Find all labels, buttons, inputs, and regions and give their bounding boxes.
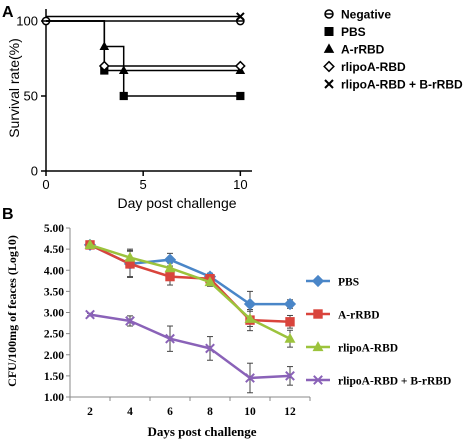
- panel-a-x-tick-label: 0: [42, 177, 49, 192]
- panel-b-x-tick-label: 10: [244, 406, 256, 418]
- panel-b-y-tick-label: 1.00: [44, 392, 64, 404]
- panel-b-legend-marker-rlipoa-rbd-b-rrbd: [313, 375, 323, 385]
- panel-b-point-rlipoa-rbd-b-rrbd: [245, 373, 255, 383]
- panel-b-x-tick-label: 4: [127, 406, 133, 418]
- panel-b-point-rlipoa-rbd: [244, 312, 256, 323]
- panel-b-legend-marker-rlipoa-rbd: [312, 341, 324, 352]
- panel-b-point-rlipoa-rbd: [204, 276, 216, 287]
- panel-b-point-a-rrbd: [285, 317, 295, 327]
- panel-b-axes: 1.00 1.50 2.00 2.50 3.00 3.50 4.00 4.50 5.00 2 4 6 8…: [44, 223, 311, 418]
- panel-a-series-line-rlipoa-rbd: [46, 20, 241, 67]
- panel-a-point-pbs: [236, 91, 245, 101]
- panel-b-point-rlipoa-rbd: [84, 239, 96, 249]
- panel-b-series-line-rlipoa-rbd-b-rrbd: [89, 313, 291, 380]
- panel-a-point-rlipoa-rbd: [234, 60, 246, 72]
- panel-a-label: A: [2, 4, 14, 21]
- panel-a-x-axis-label: Day post challenge: [117, 195, 236, 211]
- panel-a-plot-area: [41, 12, 246, 101]
- panel-a-survival-chart: A Survival rate(%) Day post challenge 0 5…: [2, 4, 463, 211]
- panel-b-y-tick-label: 3.00: [44, 308, 64, 320]
- panel-a-legend-label-rlipoa-rbd: rlipoA-RBD: [341, 60, 406, 74]
- panel-a-legend-marker-a-rrbd: [323, 43, 335, 53]
- panel-a-series-line-a-rrbd: [46, 20, 241, 72]
- panel-b-y-tick-label: 2.50: [44, 329, 64, 341]
- panel-a-legend-label-pbs: PBS: [341, 25, 366, 39]
- panel-b-y-tick-label: 4.50: [44, 244, 64, 256]
- panel-a-legend-marker-rlipoa-rbd: [323, 60, 335, 73]
- panel-a-point-pbs: [119, 91, 128, 101]
- panel-b-x-tick-label: 6: [167, 406, 173, 418]
- panel-a-legend-marker-pbs: [324, 27, 334, 36]
- panel-b-label: B: [2, 206, 14, 223]
- panel-b-point-pbs: [243, 297, 257, 311]
- panel-b-legend-marker-a-rrbd: [313, 309, 323, 319]
- panel-a-legend-marker-rlipoa-rbd-b-rrbd: [324, 79, 334, 89]
- panel-b-legend-label-rlipoa-rbd-b-rrbd: rlipoA-RBD + B-rRBD: [338, 376, 451, 388]
- panel-b-x-tick-label: 8: [207, 406, 213, 418]
- panel-b-y-tick-label: 3.50: [44, 286, 64, 298]
- panel-a-legend-marker-negative: [324, 9, 334, 19]
- panel-a-legend-label-a-rrbd: A-rRBD: [341, 43, 385, 57]
- panel-b-legend-label-pbs: PBS: [338, 277, 359, 289]
- panel-a-y-tick-label: 0: [31, 164, 38, 179]
- panel-a-legend-label-negative: Negative: [341, 8, 391, 22]
- panel-b-x-tick-label: 2: [87, 406, 93, 418]
- panel-b-point-rlipoa-rbd-b-rrbd: [85, 309, 95, 320]
- panel-b-cfu-chart: B CFU/100mg of feaces (Log10) Days post …: [2, 206, 451, 439]
- panel-a-legend: Negative PBS A-rRBD rlipoA-RBD rlipoA-RBD + …: [323, 8, 463, 92]
- panel-b-legend: PBS A-rRBD rlipoA-RBD rlipoA-RBD + B-rRBD: [306, 274, 451, 388]
- panel-b-point-rlipoa-rbd-b-rrbd: [205, 343, 215, 354]
- panel-b-point-rlipoa-rbd-b-rrbd: [165, 333, 175, 344]
- panel-b-series-line-a-rrbd: [89, 243, 291, 324]
- panel-b-series-line-rlipoa-rbd: [89, 243, 291, 340]
- panel-b-legend-marker-pbs: [311, 274, 325, 288]
- panel-b-point-rlipoa-rbd: [164, 262, 176, 273]
- panel-a-point-a-rrbd: [118, 65, 129, 75]
- panel-b-point-rlipoa-rbd-b-rrbd: [125, 316, 135, 326]
- panel-a-y-axis-label: Survival rate(%): [6, 38, 22, 138]
- panel-a-y-tick-label: 100: [16, 14, 38, 29]
- panel-b-point-rlipoa-rbd-b-rrbd: [285, 370, 295, 381]
- panel-a-point-rlipoa-rbd: [98, 60, 110, 72]
- panel-b-legend-label-rlipoa-rbd: rlipoA-RBD: [338, 343, 398, 355]
- panel-b-point-rlipoa-rbd: [284, 332, 296, 343]
- panel-b-y-axis-label: CFU/100mg of feaces (Log10): [5, 235, 19, 387]
- panel-b-y-tick-label: 1.50: [44, 371, 64, 383]
- panel-b-x-tick-label: 12: [284, 406, 296, 418]
- panel-a-x-tick-label: 5: [140, 177, 147, 192]
- panel-b-x-axis-label: Days post challenge: [147, 424, 256, 439]
- panel-a-y-tick-label: 50: [24, 89, 38, 104]
- panel-b-y-tick-label: 4.00: [44, 265, 64, 277]
- panel-b-y-tick-label: 5.00: [44, 223, 64, 235]
- panel-a-series-line-pbs: [46, 20, 241, 97]
- panel-b-y-tick-label: 2.00: [44, 350, 64, 362]
- panel-b-plot-area: [83, 238, 297, 394]
- panel-b-legend-label-a-rrbd: A-rRBD: [338, 310, 380, 322]
- panel-b-point-a-rrbd: [165, 271, 175, 282]
- panel-a-x-tick-label: 10: [233, 177, 247, 192]
- panel-b-point-pbs: [283, 297, 297, 311]
- panel-a-legend-label-rlipoa-rbd-b-rrbd: rlipoA-RBD + B-rRBD: [341, 78, 463, 92]
- panel-b-point-rlipoa-rbd: [124, 251, 136, 262]
- panel-a-point-rlipoa-rbd-b-rrbd: [236, 12, 245, 21]
